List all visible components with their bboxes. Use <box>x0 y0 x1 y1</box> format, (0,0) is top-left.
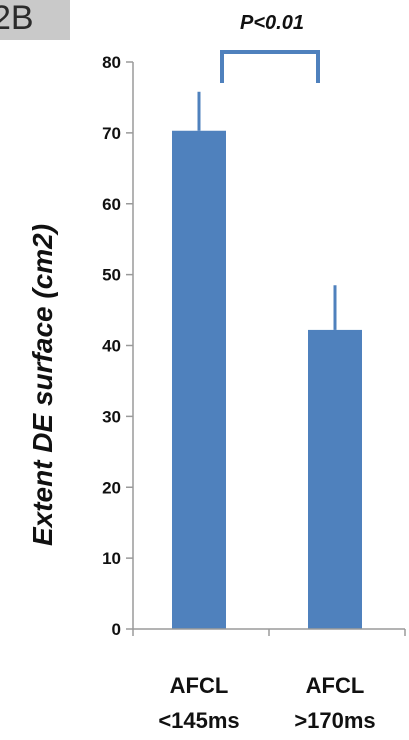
panel-label: 2B <box>0 0 70 40</box>
x-axis: AFCL <145ms AFCL >170ms <box>132 628 406 733</box>
x-category-label: <145ms <box>158 708 239 733</box>
x-category-label: AFCL <box>306 673 365 698</box>
significance-annotation: P<0.01 <box>220 12 320 83</box>
bars <box>172 130 362 629</box>
x-category-label: AFCL <box>170 673 229 698</box>
bar <box>172 130 226 629</box>
y-tick-label: 50 <box>102 266 121 285</box>
y-axis-label: Extent DE surface (cm2) <box>27 224 58 546</box>
y-tick-label: 10 <box>102 549 121 568</box>
y-tick-label: 30 <box>102 407 121 426</box>
y-tick-label: 40 <box>102 337 121 356</box>
bar <box>308 329 362 629</box>
x-category-label: >170ms <box>294 708 375 733</box>
y-tick-label: 60 <box>102 195 121 214</box>
y-axis: 0 10 20 30 40 50 60 70 80 <box>102 53 134 639</box>
panel-label-text: 2B <box>0 0 34 37</box>
y-tick-label: 80 <box>102 53 121 72</box>
y-tick-label: 70 <box>102 124 121 143</box>
p-value-label: P<0.01 <box>240 12 304 34</box>
y-tick-label: 20 <box>102 478 121 497</box>
y-tick-label: 0 <box>112 620 121 639</box>
error-bars <box>197 91 337 330</box>
significance-bracket <box>220 50 320 83</box>
